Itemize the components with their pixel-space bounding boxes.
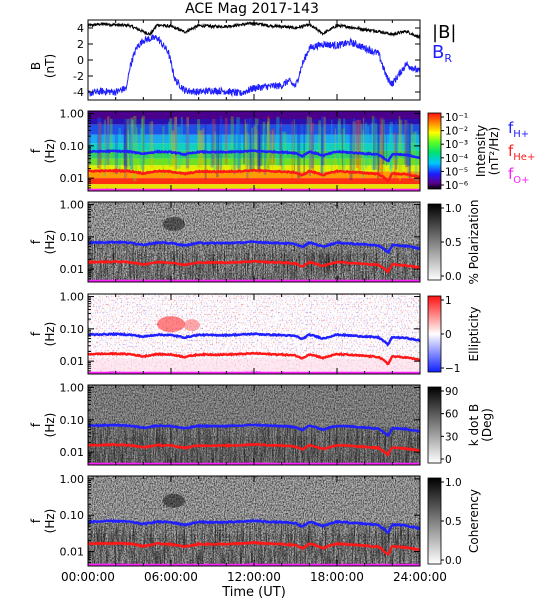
intensity-colorbar-tick: 10⁻² bbox=[445, 126, 468, 138]
polarization-ytick-label: 1.00 bbox=[60, 199, 85, 212]
ellipticity-colorbar bbox=[427, 295, 442, 373]
legend-f-Heplus: fHe+ bbox=[508, 142, 535, 163]
coherency-ytick-label: 1.00 bbox=[60, 473, 85, 486]
kdotb-colorbar-label: k dot B bbox=[467, 404, 481, 446]
polarization-ylabel: f bbox=[29, 239, 43, 244]
ellipticity-ytick-label: 1.00 bbox=[60, 291, 85, 304]
coherency-colorbar-tick: 1.0 bbox=[445, 477, 462, 489]
panel-kdotb: 1.00 0.10 0.01 f (Hz) 90 60 30 0 k dot B (Deg) bbox=[29, 382, 494, 466]
intensity-yunit: (Hz) bbox=[43, 139, 57, 164]
ellipticity-fH-line bbox=[88, 331, 420, 347]
bfield-ytick-label: -2 bbox=[73, 70, 84, 83]
panel-ellipticity: 1.00 0.10 0.01 f (Hz) 1 0 −1 Ellipticity bbox=[29, 291, 481, 375]
bfield-ytick-label: -4 bbox=[73, 86, 84, 99]
polarization-spectrogram bbox=[88, 202, 420, 282]
bfield-ytick-label: 2 bbox=[77, 38, 84, 51]
intensity-colorbar-tick: 10⁻¹ bbox=[445, 112, 468, 124]
intensity-spectrogram bbox=[88, 111, 420, 191]
kdotb-colorbar bbox=[427, 386, 442, 464]
bfield-ytick-label: 0 bbox=[77, 54, 84, 67]
intensity-ytick-label: 1.00 bbox=[60, 108, 85, 121]
ellipticity-colorbar-tick: 1 bbox=[445, 295, 452, 307]
panel-intensity: 1.00 0.10 0.01 f (Hz) 10⁻¹ 10⁻²10⁻³ 10⁻⁴10⁻⁵ 10⁻… bbox=[29, 108, 535, 192]
kdotb-colorbar-unit: (Deg) bbox=[480, 408, 494, 442]
intensity-colorbar-tick: 10⁻⁵ bbox=[445, 166, 468, 178]
kdotb-fHe-line bbox=[88, 442, 420, 458]
x-axis: 00:00:00 06:00:00 12:00:00 18:00:00 24:00:00 bbox=[61, 570, 447, 584]
coherency-ytick-label: 0.10 bbox=[60, 509, 85, 522]
ellipticity-fHe-line bbox=[88, 351, 420, 366]
ellipticity-colorbar-label: Ellipticity bbox=[467, 307, 481, 362]
kdotb-colorbar-tick: 30 bbox=[445, 431, 458, 443]
coherency-colorbar-label: Coherency bbox=[467, 489, 481, 553]
polarization-colorbar-label: % Polarization bbox=[467, 200, 481, 285]
legend-absB: |B| bbox=[432, 22, 456, 43]
legend-f-Hplus: fH+ bbox=[508, 119, 529, 140]
intensity-colorbar bbox=[427, 112, 442, 190]
polarization-fH-line bbox=[88, 239, 420, 255]
coherency-fHe-line bbox=[88, 540, 420, 556]
panel-polarization: 1.00 0.10 0.01 f (Hz) 1.0 0.5 0.0 % Polarization bbox=[29, 199, 481, 285]
coherency-colorbar bbox=[427, 477, 442, 565]
polarization-yunit: (Hz) bbox=[43, 230, 57, 255]
ellipticity-colorbar-tick: 0 bbox=[445, 329, 452, 341]
ellipticity-ytick-label: 0.10 bbox=[60, 323, 85, 336]
ellipticity-colorbar-tick: −1 bbox=[445, 363, 460, 375]
panel-bfield: 4 2 0 -2 -4 B (nT) |B| BR bbox=[29, 19, 456, 101]
bfield-yunit: (nT) bbox=[43, 54, 57, 78]
coherency-yunit: (Hz) bbox=[43, 509, 57, 534]
intensity-colorbar-tick: 10⁻⁴ bbox=[445, 153, 468, 165]
polarization-colorbar bbox=[427, 203, 442, 281]
kdotb-ytick-label: 0.10 bbox=[60, 414, 85, 427]
intensity-colorbar-unit: (nT²/Hz) bbox=[487, 127, 501, 175]
polarization-fHe-line bbox=[88, 259, 420, 274]
x-axis-label: Time (UT) bbox=[221, 585, 286, 600]
x-tick-label: 00:00:00 bbox=[61, 570, 115, 584]
intensity-colorbar-tick: 10⁻⁶ bbox=[445, 180, 468, 192]
coherency-fH-line bbox=[88, 518, 420, 534]
series-line-BR bbox=[87, 34, 421, 98]
polarization-ytick-label: 0.01 bbox=[60, 263, 85, 276]
bfield-ytick-label: 4 bbox=[77, 22, 84, 35]
kdotb-ylabel: f bbox=[29, 422, 43, 427]
chart-title: ACE Mag 2017-143 bbox=[185, 1, 319, 17]
ellipticity-ylabel: f bbox=[29, 331, 43, 336]
kdotb-colorbar-tick: 60 bbox=[445, 409, 458, 421]
kdotb-colorbar-tick: 90 bbox=[445, 386, 458, 398]
polarization-colorbar-tick: 0.5 bbox=[445, 237, 462, 249]
ellipticity-yunit: (Hz) bbox=[43, 322, 57, 347]
kdotb-spectrogram bbox=[88, 385, 420, 465]
intensity-ytick-label: 0.10 bbox=[60, 140, 85, 153]
polarization-colorbar-tick: 0.0 bbox=[445, 271, 462, 283]
ellipticity-spectrogram bbox=[88, 294, 420, 374]
intensity-ylabel: f bbox=[29, 148, 43, 153]
polarization-ytick-label: 0.10 bbox=[60, 231, 85, 244]
x-tick-label: 12:00:00 bbox=[227, 570, 281, 584]
legend-f-Oplus: fO+ bbox=[508, 165, 530, 186]
ellipticity-ytick-label: 0.01 bbox=[60, 355, 85, 368]
x-tick-label: 18:00:00 bbox=[310, 570, 364, 584]
coherency-colorbar-tick: 0.0 bbox=[445, 555, 462, 567]
polarization-colorbar-tick: 1.0 bbox=[445, 203, 462, 215]
intensity-fH-line bbox=[88, 149, 420, 163]
coherency-spectrogram bbox=[88, 476, 420, 566]
kdotb-colorbar-tick: 0 bbox=[445, 454, 452, 466]
kdotb-ytick-label: 0.01 bbox=[60, 446, 85, 459]
coherency-ylabel: f bbox=[29, 518, 43, 523]
coherency-ytick-label: 0.01 bbox=[60, 546, 85, 559]
coherency-colorbar-tick: 0.5 bbox=[445, 516, 462, 528]
kdotb-fH-line bbox=[88, 423, 420, 437]
bfield-ylabel: B bbox=[29, 62, 43, 70]
intensity-ytick-label: 0.01 bbox=[60, 172, 85, 185]
kdotb-yunit: (Hz) bbox=[43, 413, 57, 438]
intensity-colorbar-label: Intensity bbox=[474, 125, 488, 177]
panel-coherency: 1.00 0.10 0.01 f (Hz) 1.0 0.5 0.0 Coherency bbox=[29, 473, 481, 567]
intensity-colorbar-tick: 10⁻³ bbox=[445, 139, 468, 151]
kdotb-ytick-label: 1.00 bbox=[60, 382, 85, 395]
x-tick-label: 24:00:00 bbox=[393, 570, 447, 584]
intensity-fHe-line bbox=[88, 168, 420, 183]
x-tick-label: 06:00:00 bbox=[144, 570, 198, 584]
legend-BR: BR bbox=[432, 42, 452, 65]
